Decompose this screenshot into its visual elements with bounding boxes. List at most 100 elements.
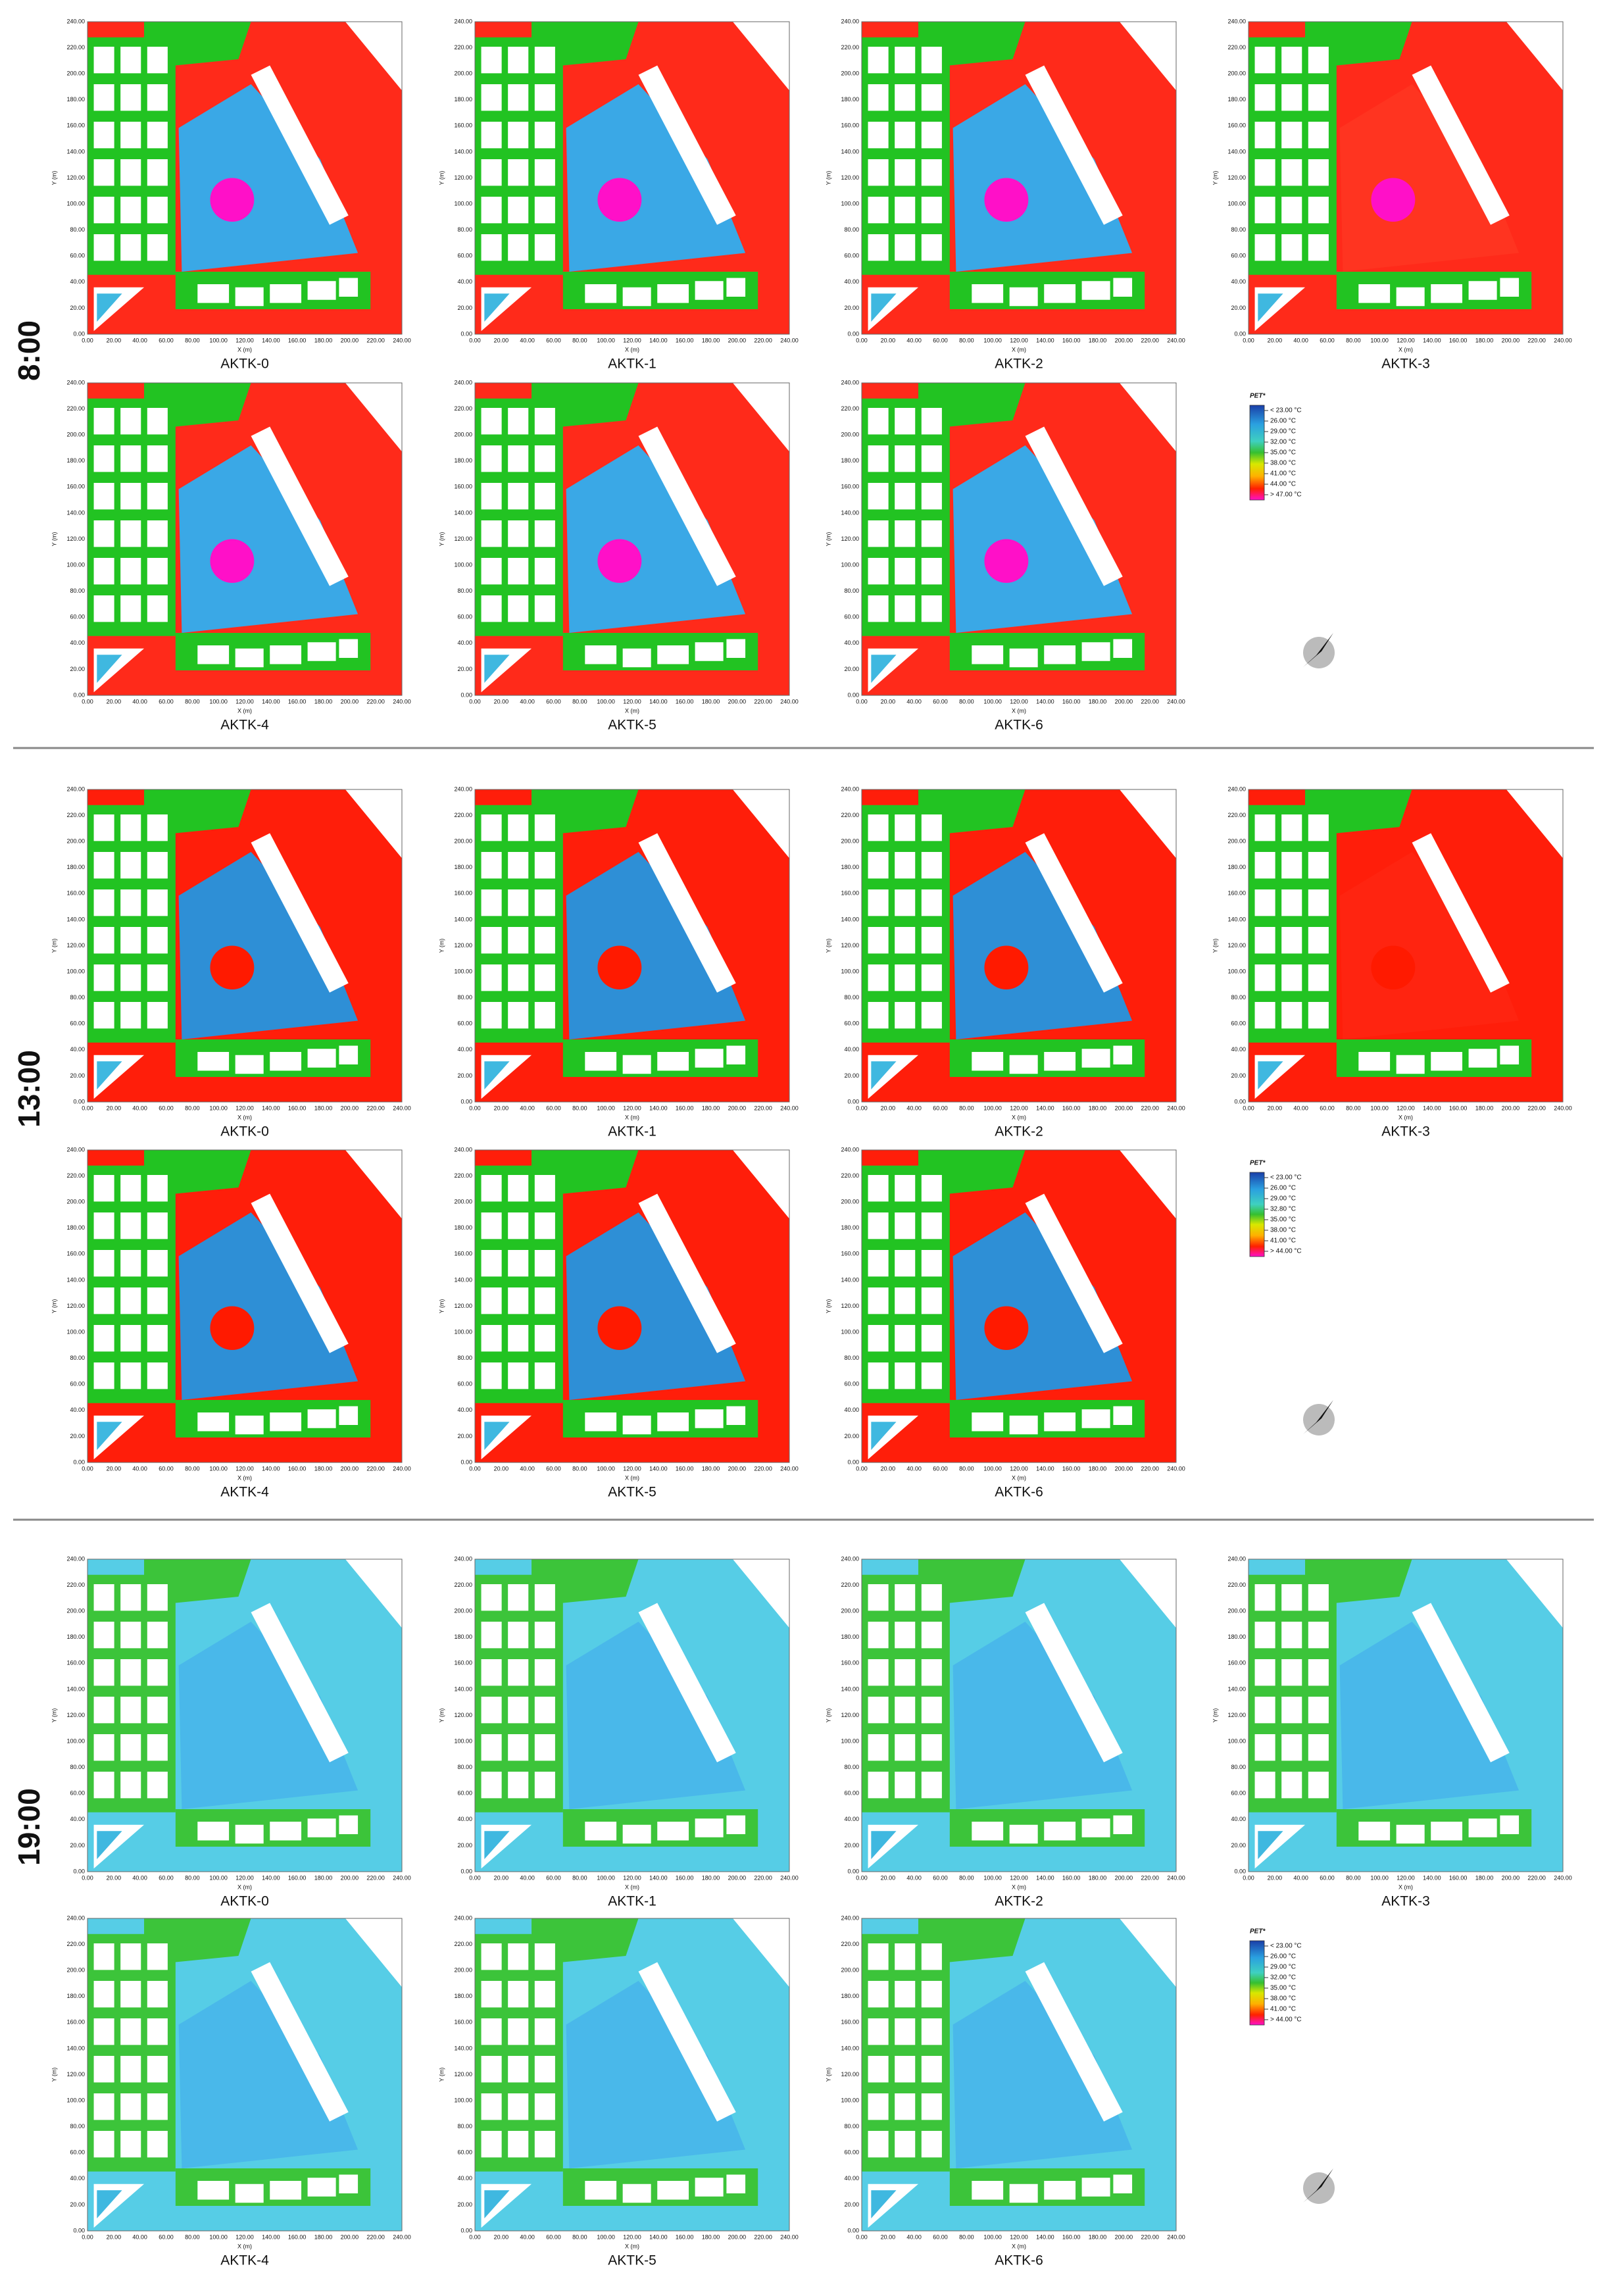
map-building [895,2131,916,2158]
heatmap [1249,1559,1563,1872]
map-building [508,1943,529,1970]
y-tick-label: 20.00 [457,1433,472,1439]
x-tick-label: 220.00 [366,698,385,705]
map-building [895,1212,916,1239]
map-building [307,642,336,661]
y-tick-label: 60.00 [457,1020,472,1027]
x-tick-label: 200.00 [1115,2234,1133,2240]
heatmap [475,789,789,1102]
map-building [868,445,889,472]
map-building [1308,84,1329,111]
legend-bar [1249,405,1265,501]
map-building [1396,1824,1425,1844]
map-building [1358,1822,1391,1841]
y-tick-label: 80.00 [844,1764,859,1770]
x-tick-label: 200.00 [728,2234,747,2240]
map-building [868,197,889,224]
x-tick-label: 160.00 [676,337,694,343]
y-tick-label: 200.00 [841,1967,859,1974]
map-building [868,964,889,991]
x-tick-label: 40.00 [520,1874,535,1881]
map-hotspot [210,1306,255,1350]
map-building [1254,814,1275,841]
map-building [93,1287,114,1314]
map-building [921,2131,942,2158]
y-tick-label: 120.00 [841,942,859,949]
heatmap [475,1918,789,2231]
map-building [147,445,168,472]
x-tick-label: 180.00 [1475,337,1494,343]
x-tick-label: 180.00 [314,2234,333,2240]
y-tick-label: 40.00 [844,1046,859,1053]
map-building [921,408,942,435]
y-tick-label: 140.00 [841,1276,859,1283]
y-tick-label: 140.00 [1227,916,1246,922]
y-tick-label: 180.00 [1227,96,1246,103]
y-tick-label: 80.00 [70,2123,85,2130]
map-building [481,1622,502,1649]
map-building [657,1052,689,1071]
x-tick-label: 100.00 [983,698,1002,705]
map-building [508,408,529,435]
x-tick-label: 220.00 [754,337,772,343]
heatmap [1249,22,1563,334]
map-building [481,595,502,622]
map-frame [474,789,790,1103]
y-tick-label: 80.00 [457,994,472,1001]
legend-label: 29.00 °C [1270,1964,1296,1971]
x-tick-label: 40.00 [1293,1105,1308,1111]
map-diagonal-building [638,833,736,993]
map-building [921,1325,942,1352]
map-building [481,122,502,149]
map-building [972,2181,1004,2200]
map-building [726,1045,746,1064]
panel-label: AKTK-6 [995,2253,1043,2268]
map-white-corner [1119,1150,1176,1219]
y-tick-label: 240.00 [841,1146,859,1153]
y-tick-label: 220.00 [841,812,859,818]
y-tick-label: 100.00 [66,200,85,207]
map-building [1308,47,1329,74]
y-tick-label: 40.00 [844,2175,859,2182]
map-building [534,1250,555,1277]
y-tick-label: 140.00 [1227,1685,1246,1692]
map-building [147,2131,168,2158]
map-building [339,1815,358,1834]
y-tick-label: 220.00 [454,44,472,51]
x-tick-label: 40.00 [906,1874,922,1881]
x-tick-label: 240.00 [780,1874,799,1881]
map-building [147,47,168,74]
y-tick-label: 40.00 [70,1816,85,1822]
map-building [508,1362,529,1389]
map-building [921,558,942,585]
y-tick-label: 240.00 [841,786,859,792]
y-tick-label: 40.00 [1231,1046,1246,1053]
x-tick-label: 40.00 [520,698,535,705]
y-tick-label: 180.00 [454,457,472,464]
y-tick-label: 140.00 [841,2045,859,2051]
map-building [534,964,555,991]
x-tick-label: 40.00 [906,698,922,705]
y-tick-label: 140.00 [454,1276,472,1283]
x-tick-label: 240.00 [1167,698,1185,705]
map-building [895,2018,916,2045]
y-tick-label: 200.00 [454,432,472,438]
map-building [508,558,529,585]
map-building [1281,1697,1302,1724]
y-tick-label: 220.00 [454,1172,472,1179]
y-tick-label: 20.00 [844,1072,859,1079]
map-building [585,1052,617,1071]
map-building [120,483,141,510]
x-tick-label: 160.00 [676,1465,694,1472]
x-tick-label: 0.00 [469,2234,481,2240]
map-building [508,1287,529,1314]
map-building [622,1415,651,1435]
x-tick-label: 100.00 [597,1105,615,1111]
map-building [1254,159,1275,186]
x-tick-label: 0.00 [469,1105,481,1111]
y-tick-label: 120.00 [454,1712,472,1718]
map-building [270,284,302,303]
x-tick-label: 140.00 [649,1105,668,1111]
y-tick-label: 180.00 [454,1993,472,1999]
